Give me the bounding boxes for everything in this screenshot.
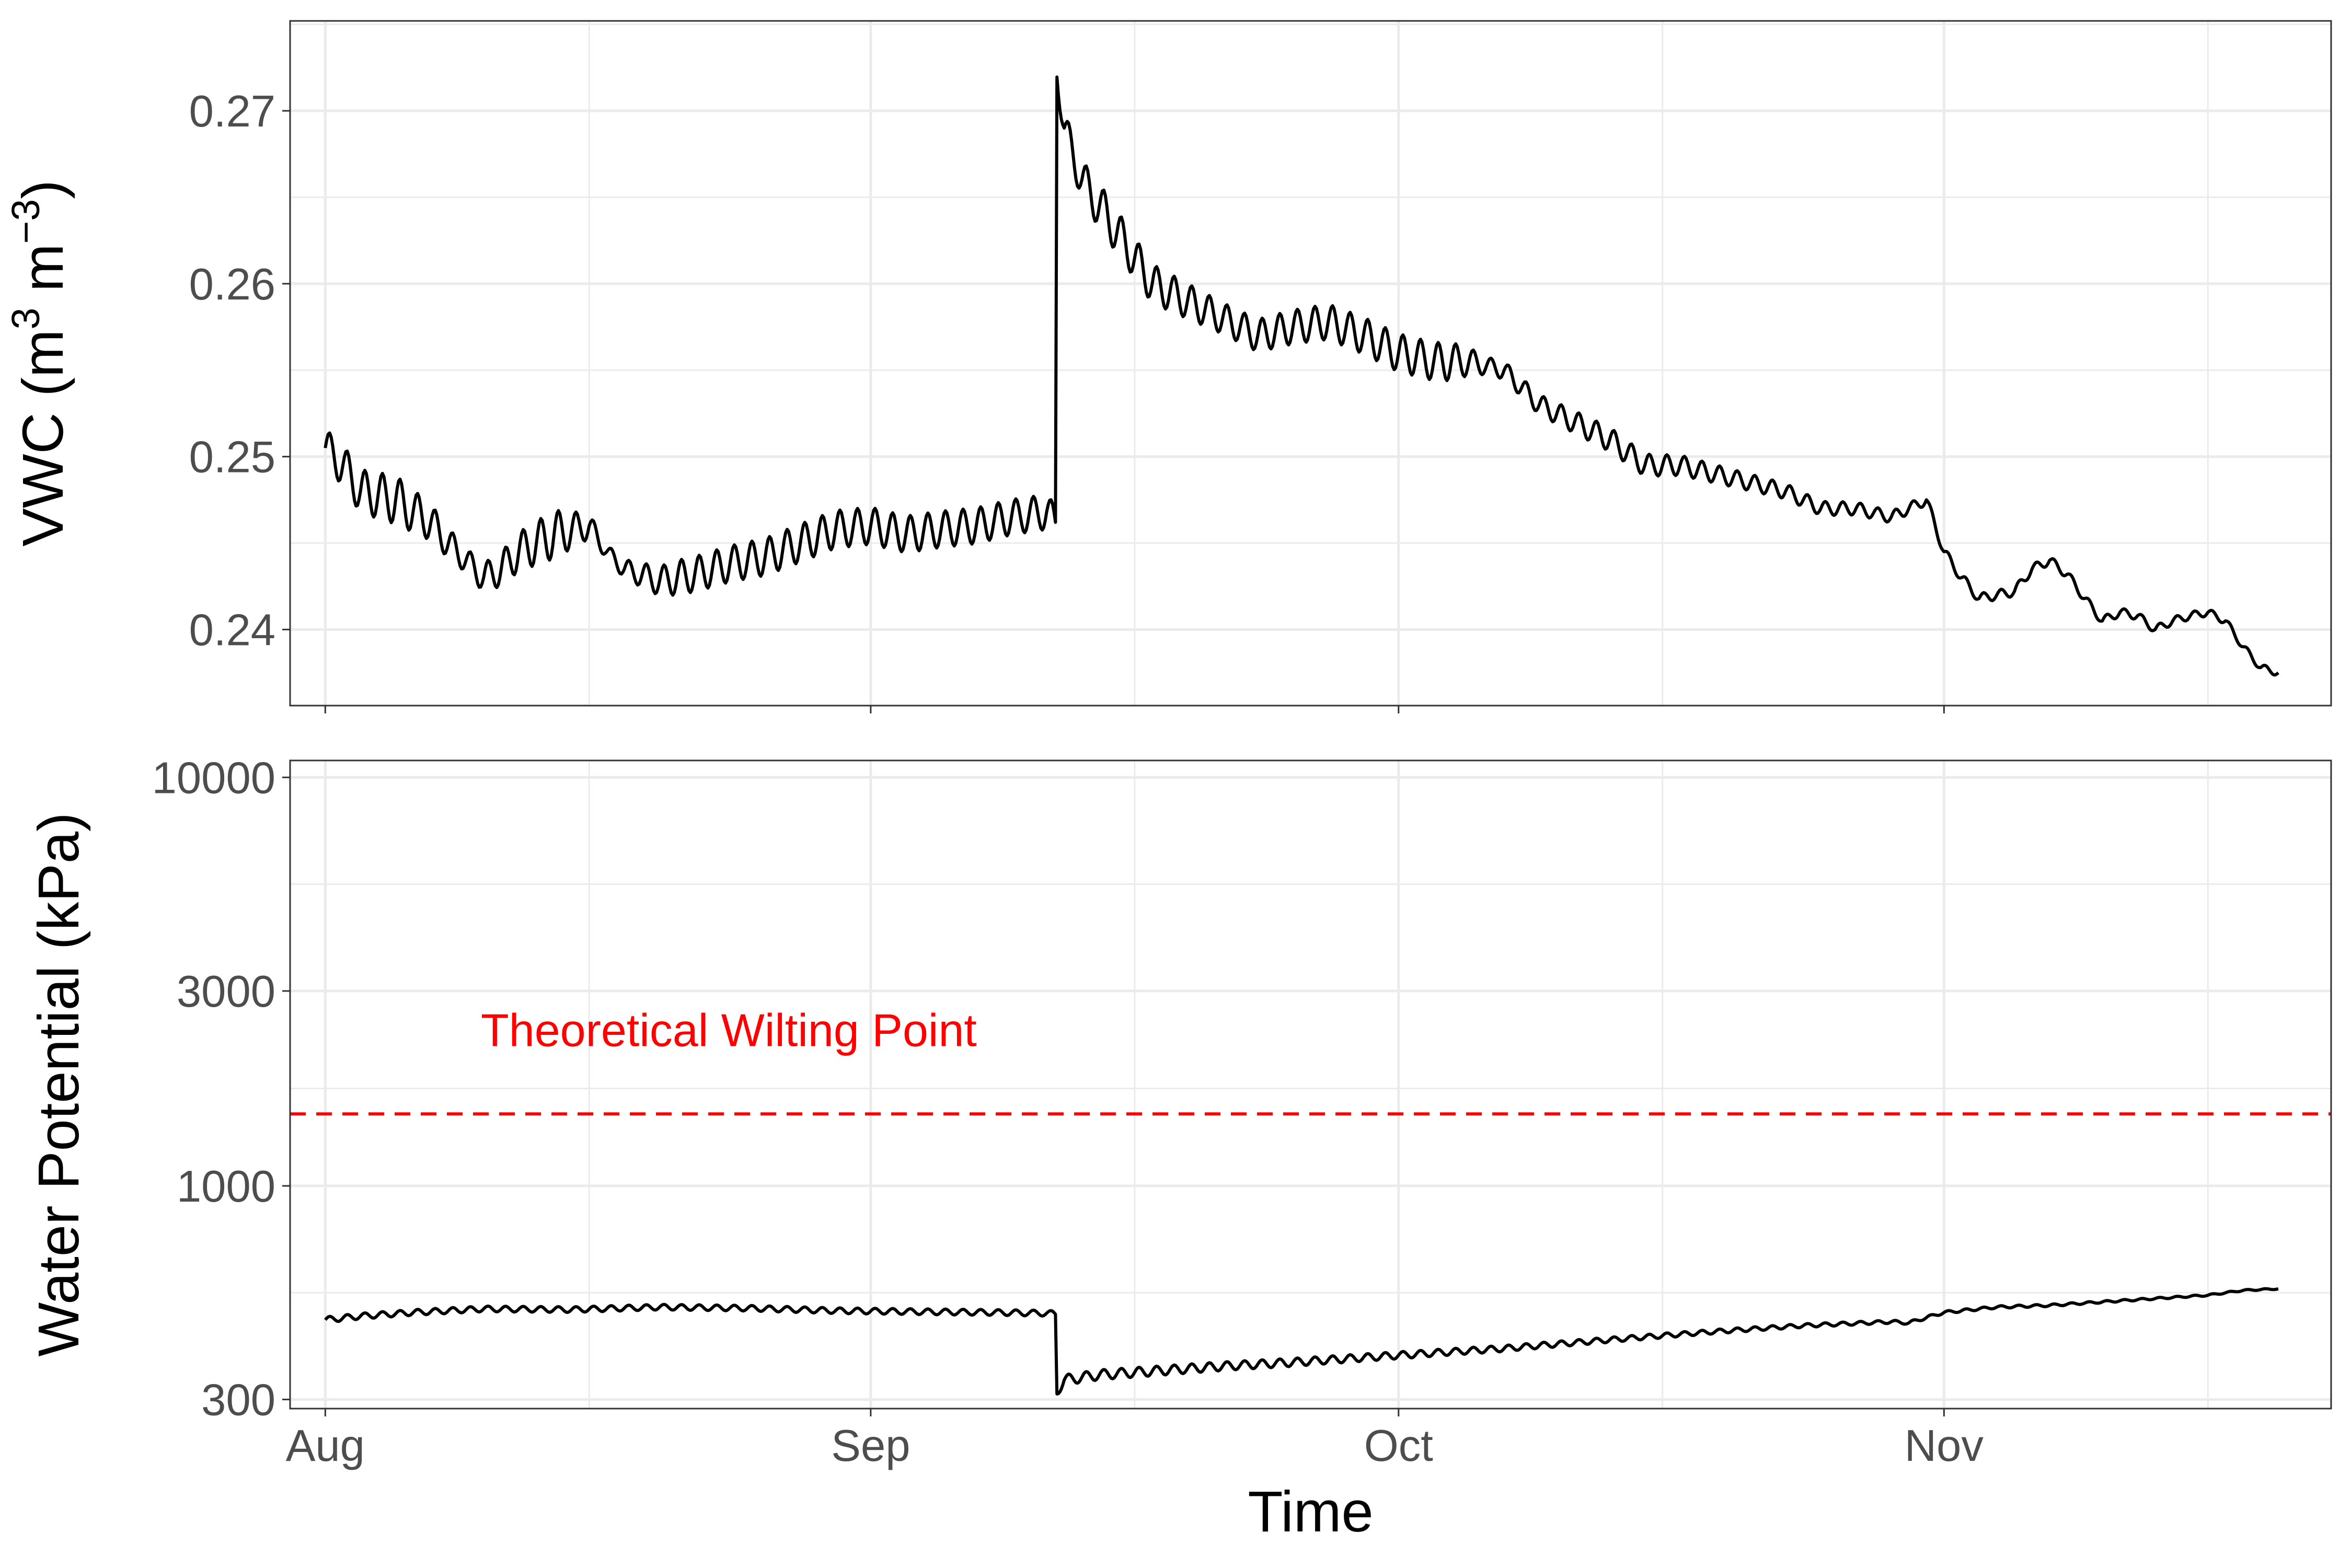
y-tick-label: 3000 [177,967,275,1017]
vwc-axis-title-part: ) [11,180,75,199]
wilting-point-label: Theoretical Wilting Point [481,1004,977,1056]
panel-border [289,759,2332,1410]
time-axis-title: Time [1248,1480,1373,1544]
water-potential-panel: Theoretical Wilting Point 300 1000 3000 1000… [152,753,2332,1471]
x-tick-label: Nov [1905,1421,1984,1471]
panel-border [289,20,2332,707]
vwc-panel: 0.24 0.25 0.26 0.27 [189,20,2332,713]
x-tick-label: Oct [1364,1421,1433,1471]
vwc-axis-title: VWC (m3 m−3) [4,180,75,547]
water-potential-axis-title: Water Potential (kPa) [27,812,91,1356]
series-line-0 [324,75,2279,677]
y-tick-label: 0.27 [189,87,275,136]
x-tick-label: Sep [831,1421,910,1471]
y-tick-label: 0.26 [189,260,275,309]
panel-background [290,760,2331,1409]
y-tick-label: 0.24 [189,605,275,655]
vwc-axis-title-part: m [11,244,75,307]
y-tick-label: 1000 [177,1162,275,1212]
vwc-axis-title-part: −3 [4,199,48,244]
series-line-0 [324,1287,2279,1396]
y-tick-label: 0.25 [189,433,275,482]
panel-background [290,21,2331,706]
vwc-axis-title-part: VWC (m [11,329,75,546]
vwc-axis-title-part: 3 [4,308,48,330]
y-tick-label: 10000 [152,753,275,803]
y-tick-label: 300 [201,1376,275,1425]
x-tick-label: Aug [286,1421,365,1471]
